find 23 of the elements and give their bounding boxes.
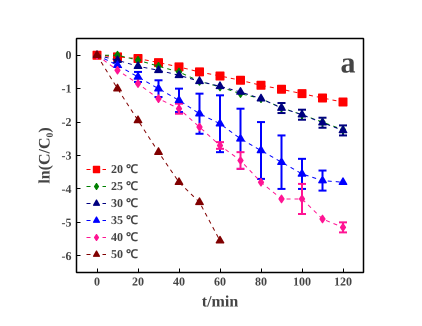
y-tick-label: -3 — [62, 148, 72, 162]
x-tick-label: 20 — [132, 274, 144, 288]
y-axis-title: ln(C/C₀) — [36, 127, 54, 184]
annotation: a — [340, 46, 356, 80]
x-tick-label: 0 — [94, 274, 100, 288]
legend-label: 20 ℃ — [111, 161, 138, 177]
y-tick-label: -4 — [62, 182, 72, 196]
x-axis-title: t/min — [202, 294, 238, 310]
y-tick-label: 0 — [66, 48, 72, 62]
legend-label: 40 ℃ — [111, 229, 138, 245]
y-tick-label: -1 — [62, 82, 72, 96]
legend-label: 25 ℃ — [111, 178, 138, 194]
y-tick-label: -6 — [62, 248, 72, 263]
y-tick-label: -5 — [62, 215, 72, 230]
x-tick-label: 80 — [255, 274, 267, 288]
legend-label: 30 ℃ — [111, 195, 138, 211]
x-tick-label: 100 — [293, 274, 311, 288]
x-tick-label: 120 — [334, 274, 352, 288]
legend-label: 35 ℃ — [111, 212, 138, 228]
x-tick-label: 60 — [214, 274, 226, 288]
y-tick-label: -2 — [62, 115, 72, 130]
legend-label: 50 ℃ — [111, 246, 138, 262]
x-tick-label: 40 — [173, 274, 185, 288]
